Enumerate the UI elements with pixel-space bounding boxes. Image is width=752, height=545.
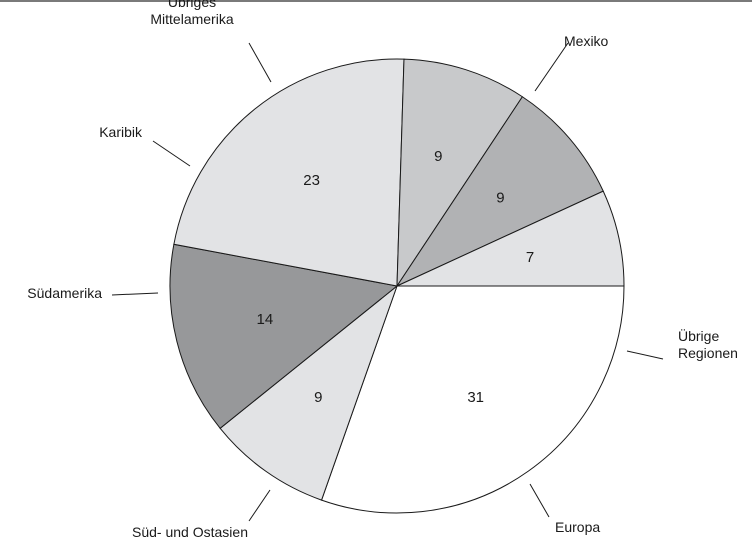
pie-slice-1 xyxy=(320,285,625,514)
leader-line xyxy=(248,489,271,522)
slice-value-label: 9 xyxy=(434,148,442,165)
slice-category-label: Mexiko xyxy=(564,33,609,49)
slice-value-label: 9 xyxy=(314,389,322,406)
slice-category-label: Süd- und Ostasien xyxy=(132,524,248,540)
pie-slice-4 xyxy=(173,58,405,287)
slice-value-label: 9 xyxy=(496,189,504,206)
leader-line xyxy=(248,42,272,83)
pie-slice-7 xyxy=(396,190,625,287)
pie-slice-5 xyxy=(396,58,524,288)
slice-value-label: 14 xyxy=(257,311,274,328)
slice-category-label: Europa xyxy=(555,519,600,535)
category-labels: Mexiko Übrige Regionen Europa Süd- und Ostas… xyxy=(27,0,738,540)
leader-line xyxy=(529,483,550,518)
slice-value-label: 7 xyxy=(526,249,534,266)
top-rule xyxy=(0,0,752,2)
slice-value-label: 31 xyxy=(467,389,484,406)
pie-slices xyxy=(169,58,625,514)
slice-category-label: Übrige Regionen xyxy=(678,327,738,361)
leader-line xyxy=(626,350,664,360)
leader-line xyxy=(534,42,569,92)
slice-category-label: Übriges Mittelamerika xyxy=(150,0,233,27)
leader-line xyxy=(152,140,191,167)
leader-line xyxy=(111,292,159,296)
pie-slice-6 xyxy=(395,96,604,288)
slice-category-label: Südamerika xyxy=(27,285,102,301)
slice-value-label: 23 xyxy=(303,172,320,189)
leader-lines xyxy=(111,42,664,522)
pie-slice-3 xyxy=(169,243,399,430)
value-labels: 31 9 14 23 9 9 7 xyxy=(257,148,535,406)
slice-category-label: Karibik xyxy=(99,124,143,140)
pie-slice-2 xyxy=(219,284,399,501)
